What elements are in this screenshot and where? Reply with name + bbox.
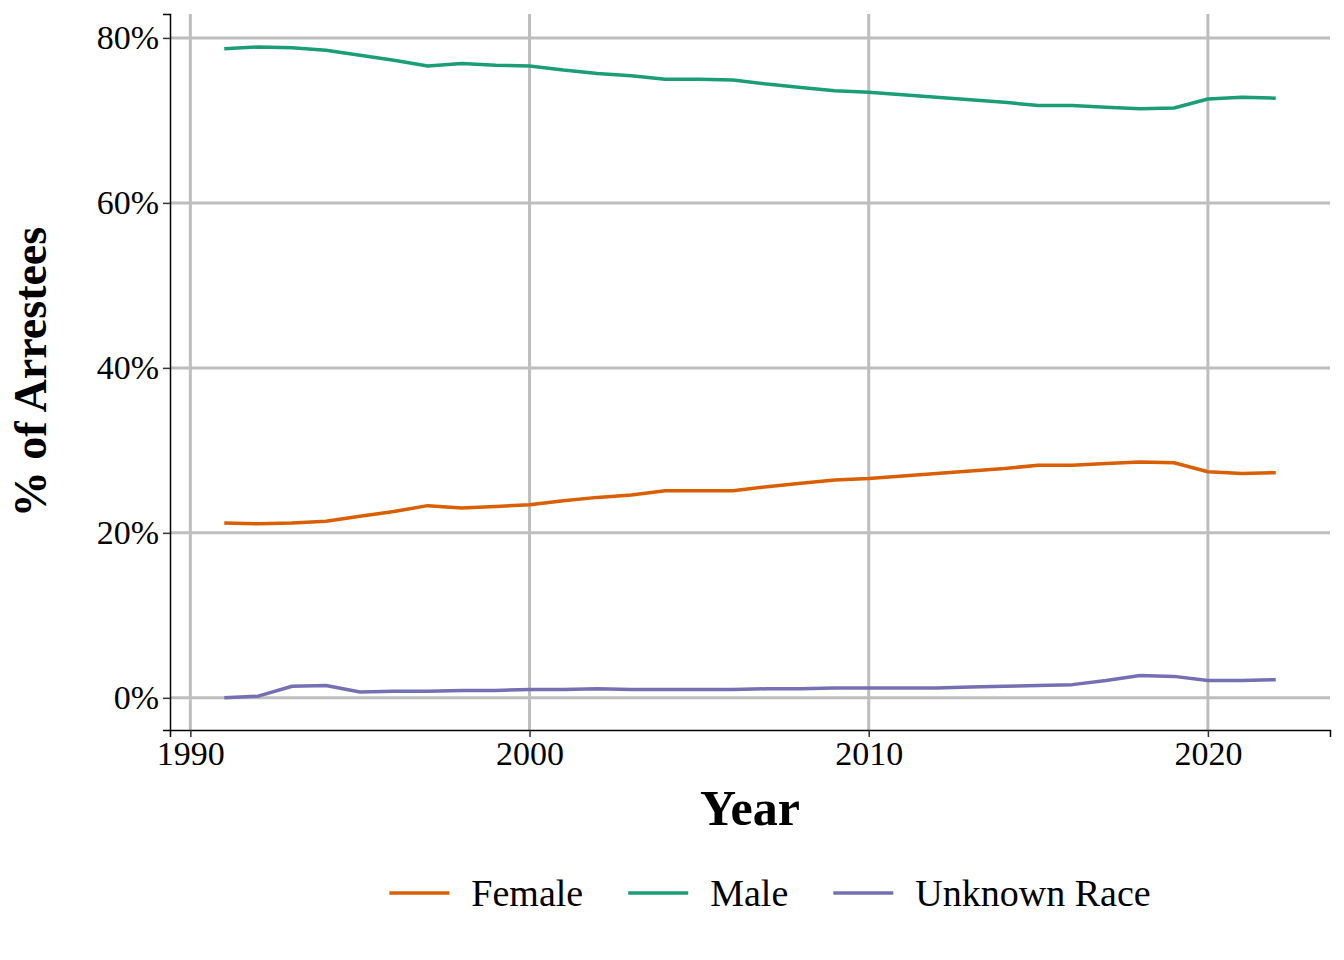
- x-axis: 1990 2000 2010 2020: [157, 730, 1331, 772]
- x-tick-label: 2020: [1174, 735, 1242, 772]
- y-tick-label: 60%: [97, 184, 159, 221]
- x-grid-line: [867, 14, 870, 730]
- x-grid-line: [528, 14, 531, 730]
- legend-item: Female: [389, 872, 583, 914]
- legend-item: Male: [628, 872, 788, 914]
- y-axis-title: % of Arrestees: [5, 227, 56, 517]
- legend-label: Unknown Race: [915, 872, 1150, 914]
- x-grid-line: [1206, 14, 1209, 730]
- y-grid-line: [170, 201, 1330, 204]
- grid: [170, 14, 1330, 730]
- legend-label: Female: [471, 872, 583, 914]
- y-tick-mark: [163, 38, 170, 40]
- series-line: [224, 676, 1275, 698]
- y-tick-mark: [163, 533, 170, 535]
- x-tick-label: 2000: [496, 735, 564, 772]
- x-tick: 2020: [1174, 730, 1242, 772]
- x-tick: 1990: [157, 730, 225, 772]
- legend-key: [389, 891, 449, 895]
- y-tick-label: 40%: [97, 349, 159, 386]
- legend-key: [628, 891, 688, 895]
- y-tick-mark: [163, 203, 170, 205]
- y-grid-line: [170, 366, 1330, 369]
- y-tick: 0%: [114, 679, 170, 716]
- series-line: [224, 462, 1275, 524]
- lines: [224, 47, 1275, 698]
- y-tick-mark: [163, 698, 170, 700]
- y-tick-label: 20%: [97, 514, 159, 551]
- y-grid-line: [170, 531, 1330, 534]
- y-tick: 80%: [97, 19, 170, 56]
- legend-item: Unknown Race: [833, 872, 1150, 914]
- chart: 1990 2000 2010 2020 0% 20% 40% 60% 80% Year % of A…: [0, 0, 1344, 960]
- y-tick: 60%: [97, 184, 170, 221]
- legend-key: [833, 891, 893, 895]
- legend: Female Male Unknown Race: [389, 872, 1150, 914]
- x-grid-line: [189, 14, 192, 730]
- x-axis-line: [171, 731, 1331, 738]
- y-tick-label: 0%: [114, 679, 159, 716]
- y-grid-line: [170, 36, 1330, 39]
- y-grid-line: [170, 696, 1330, 699]
- x-tick-label: 1990: [157, 735, 225, 772]
- y-axis-line: [163, 15, 171, 731]
- y-tick: 20%: [97, 514, 170, 551]
- y-tick-label: 80%: [97, 19, 159, 56]
- x-tick: 2010: [835, 730, 903, 772]
- legend-label: Male: [710, 872, 788, 914]
- series-line: [224, 47, 1275, 109]
- y-tick-mark: [163, 368, 170, 370]
- y-axis: 0% 20% 40% 60% 80%: [97, 15, 171, 731]
- x-tick-label: 2010: [835, 735, 903, 772]
- x-tick: 2000: [496, 730, 564, 772]
- x-axis-title: Year: [700, 780, 800, 836]
- y-tick: 40%: [97, 349, 170, 386]
